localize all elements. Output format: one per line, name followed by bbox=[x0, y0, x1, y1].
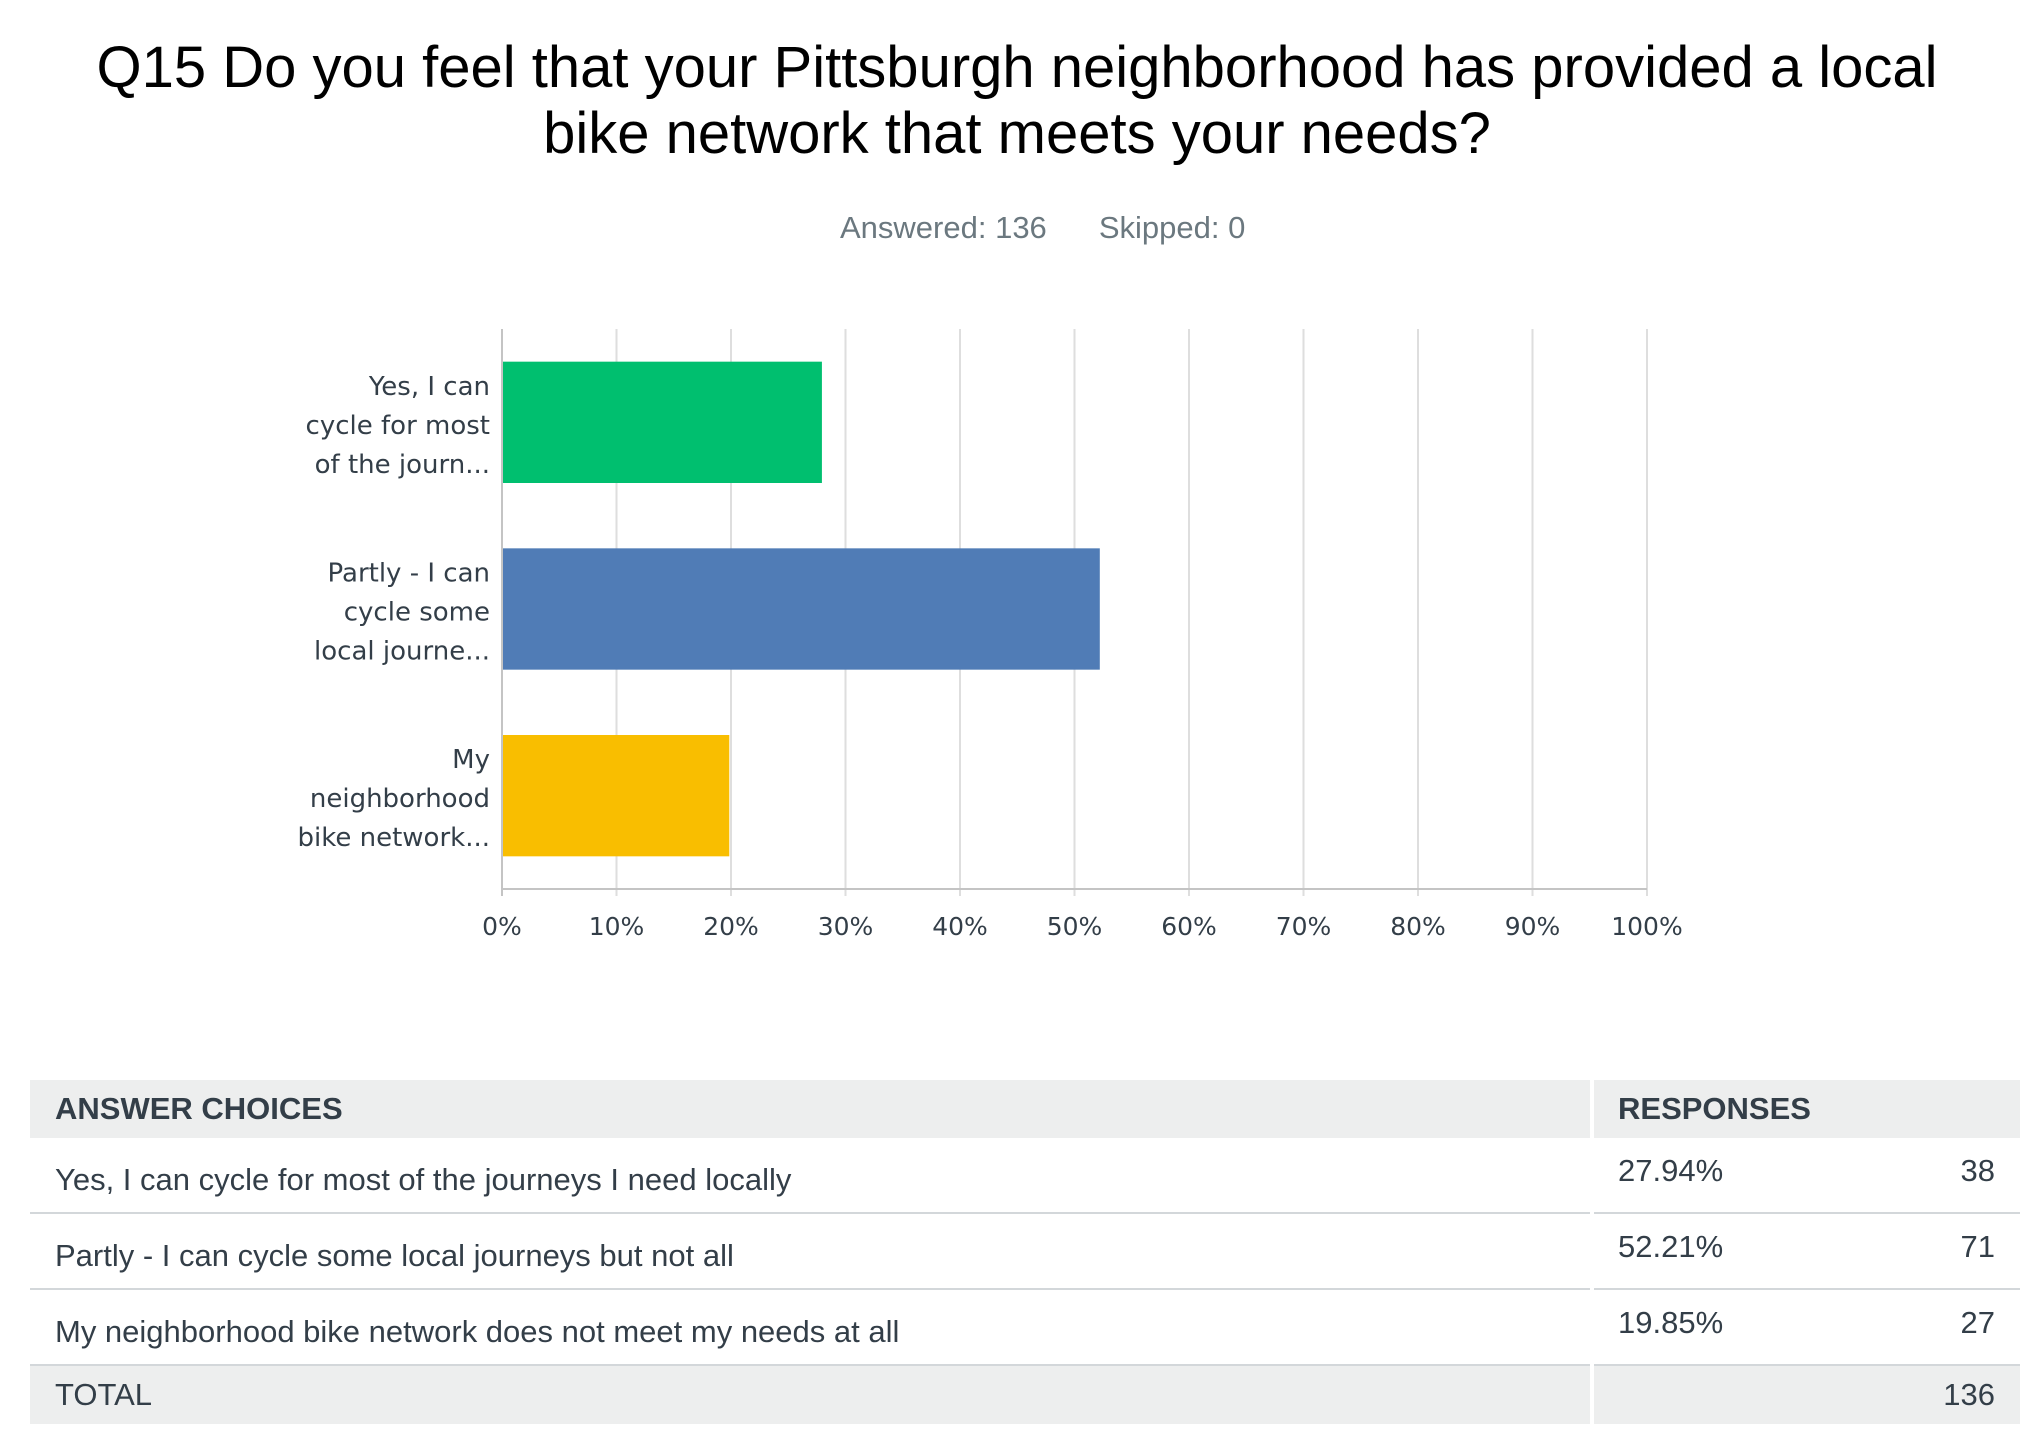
category-label: cycle some bbox=[344, 598, 490, 628]
x-tick-label: 30% bbox=[818, 912, 874, 941]
bar bbox=[503, 548, 1100, 670]
category-label: local journe... bbox=[314, 637, 490, 667]
answer-choice-cell: My neighborhood bike network does not me… bbox=[30, 1290, 1590, 1366]
x-tick-label: 0% bbox=[482, 912, 522, 941]
results-table: ANSWER CHOICES RESPONSES Yes, I can cycl… bbox=[30, 1080, 2020, 1424]
total-label: TOTAL bbox=[30, 1366, 1590, 1424]
response-count: 38 bbox=[1960, 1153, 1995, 1188]
column-header-answer-choices: ANSWER CHOICES bbox=[30, 1080, 1590, 1138]
x-tick-label: 80% bbox=[1390, 912, 1446, 941]
category-label: Partly - I can bbox=[328, 559, 491, 589]
table-row: Partly - I can cycle some local journeys… bbox=[30, 1214, 2020, 1290]
answered-count: Answered: 136 bbox=[840, 210, 1047, 245]
x-tick-label: 10% bbox=[589, 912, 645, 941]
response-percent: 27.94% bbox=[1618, 1153, 1724, 1188]
bar bbox=[503, 361, 822, 483]
bar bbox=[503, 735, 730, 857]
question-title-line-2: bike network that meets your needs? bbox=[543, 101, 1491, 166]
question-title: Q15 Do you feel that your Pittsburgh nei… bbox=[0, 35, 2034, 167]
table-row: Yes, I can cycle for most of the journey… bbox=[30, 1138, 2020, 1214]
category-label: cycle for most bbox=[306, 411, 490, 441]
answer-choice-cell: Partly - I can cycle some local journeys… bbox=[30, 1214, 1590, 1290]
response-cell: 27.94% 38 bbox=[1594, 1138, 2020, 1214]
response-summary: Answered: 136 Skipped: 0 bbox=[840, 210, 1245, 246]
x-tick-label: 70% bbox=[1276, 912, 1332, 941]
response-cell: 52.21% 71 bbox=[1594, 1214, 2020, 1290]
response-count: 27 bbox=[1960, 1305, 1995, 1340]
skipped-count: Skipped: 0 bbox=[1098, 210, 1246, 245]
category-label: My bbox=[452, 745, 490, 775]
x-tick-label: 50% bbox=[1047, 912, 1103, 941]
answer-choice-cell: Yes, I can cycle for most of the journey… bbox=[30, 1138, 1590, 1214]
column-header-responses: RESPONSES bbox=[1594, 1080, 2020, 1138]
x-tick-label: 90% bbox=[1505, 912, 1561, 941]
category-label: neighborhood bbox=[310, 784, 490, 814]
total-cell: 136 bbox=[1594, 1366, 2020, 1424]
x-tick-label: 60% bbox=[1161, 912, 1217, 941]
response-cell: 19.85% 27 bbox=[1594, 1290, 2020, 1366]
category-label: Yes, I can bbox=[368, 372, 490, 402]
horizontal-bar-chart: 0% 10% 20% 30% 40% 50% 60% 70% 80% 90% 100% Yes, I … bbox=[298, 329, 1683, 941]
table-header-row: ANSWER CHOICES RESPONSES bbox=[30, 1080, 2020, 1138]
response-percent: 19.85% bbox=[1618, 1305, 1724, 1340]
category-label: of the journ... bbox=[315, 450, 490, 480]
table-row: My neighborhood bike network does not me… bbox=[30, 1290, 2020, 1366]
response-count: 71 bbox=[1960, 1229, 1995, 1264]
total-row: TOTAL 136 bbox=[30, 1366, 2020, 1424]
category-label: bike network... bbox=[298, 823, 491, 853]
total-count: 136 bbox=[1943, 1377, 1995, 1412]
x-tick-label: 100% bbox=[1611, 912, 1682, 941]
x-tick-label: 20% bbox=[703, 912, 759, 941]
question-title-line-1: Q15 Do you feel that your Pittsburgh nei… bbox=[96, 35, 1938, 100]
x-tick-label: 40% bbox=[932, 912, 988, 941]
response-percent: 52.21% bbox=[1618, 1229, 1724, 1264]
